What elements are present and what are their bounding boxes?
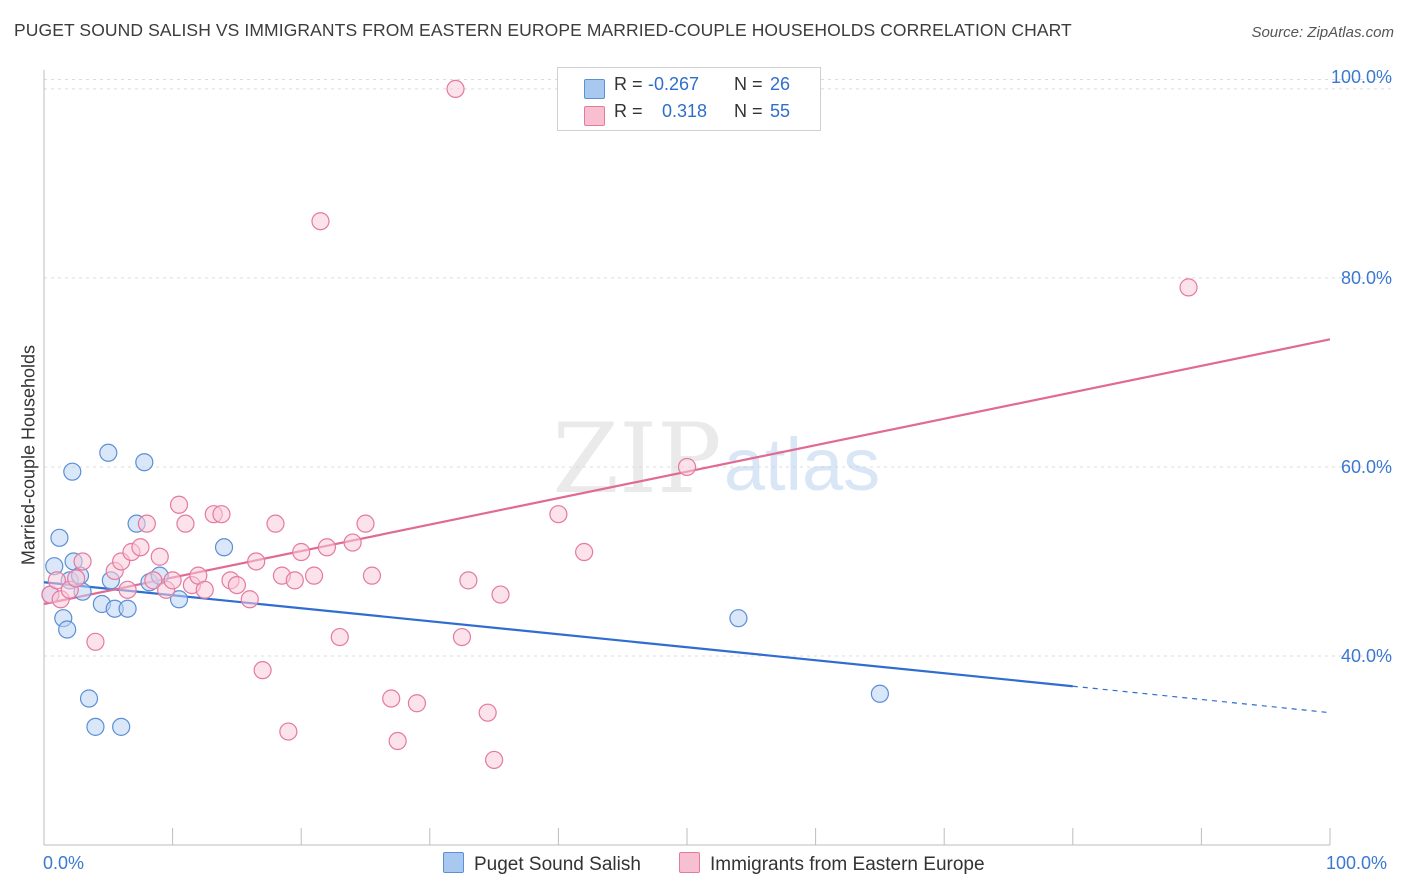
data-point: [150, 547, 169, 566]
series-legend-eastern-europe[interactable]: Immigrants from Eastern Europe: [679, 852, 985, 878]
legend-swatch-salish: [584, 79, 605, 99]
y-tick-label: 40.0%: [1341, 646, 1392, 666]
source-label: Source: ZipAtlas.com: [1251, 24, 1394, 41]
data-point: [356, 514, 375, 533]
data-point: [285, 571, 304, 590]
y-tick-label: 60.0%: [1341, 457, 1392, 477]
data-point: [118, 599, 137, 618]
y-tick-label: 100.0%: [1331, 67, 1392, 87]
data-point: [870, 684, 890, 703]
series-swatch-salish: [443, 852, 464, 873]
axes: [43, 70, 1331, 846]
data-point: [549, 505, 568, 524]
data-point: [362, 566, 382, 585]
data-point: [446, 79, 465, 99]
data-point: [279, 722, 298, 741]
data-point: [86, 632, 105, 651]
data-point: [266, 514, 285, 533]
data-point: [137, 514, 156, 533]
trend-line-0: [43, 581, 1073, 688]
legend-r-label: R =: [614, 74, 643, 94]
data-point: [253, 661, 272, 680]
data-point: [292, 542, 311, 562]
correlation-legend: R = -0.267 N = 26 R = 0.318 N = 55: [557, 67, 821, 131]
data-point: [485, 750, 504, 770]
legend-n-value: 55: [770, 101, 791, 121]
x-tick-label-min: 0.0%: [43, 853, 85, 873]
data-point: [343, 533, 362, 552]
data-point: [169, 495, 189, 514]
data-point: [1179, 278, 1198, 297]
data-point: [99, 443, 118, 462]
series-swatch-eastern-europe: [679, 852, 700, 873]
data-point: [163, 571, 182, 590]
data-point: [478, 703, 497, 722]
data-point: [73, 552, 92, 571]
legend-n-value: 26: [770, 74, 791, 94]
series-points-1: [41, 79, 1198, 770]
data-point: [247, 552, 266, 571]
data-point: [311, 212, 330, 231]
data-point: [86, 717, 105, 736]
data-point: [491, 585, 510, 604]
data-point: [240, 590, 259, 609]
legend-row-salish: R = -0.267 N = 26: [558, 74, 820, 102]
data-point: [317, 538, 337, 557]
data-points: [41, 79, 1198, 770]
data-point: [459, 571, 478, 590]
y-axis-label: Married-couple Households: [18, 344, 39, 566]
data-point: [452, 627, 472, 647]
data-point: [131, 538, 150, 557]
legend-n-label: N =: [734, 74, 763, 94]
data-point: [135, 453, 154, 472]
data-point: [214, 538, 234, 557]
data-point: [67, 569, 86, 588]
data-point: [304, 566, 324, 585]
watermark: ZIP atlas: [552, 403, 880, 515]
legend-r-label: R =: [614, 101, 643, 121]
series-label-salish: Puget Sound Salish: [474, 854, 641, 875]
data-point: [50, 528, 69, 547]
data-point: [382, 689, 401, 708]
data-point: [388, 731, 407, 751]
series-label-eastern-europe: Immigrants from Eastern Europe: [710, 854, 985, 875]
data-point: [63, 462, 82, 481]
y-tick-label: 80.0%: [1341, 268, 1392, 288]
data-point: [79, 689, 99, 708]
watermark-zip: ZIP: [552, 403, 721, 515]
legend-r-value: 0.318: [662, 101, 708, 121]
data-point: [47, 571, 66, 590]
data-point: [330, 627, 349, 647]
legend-r-value: -0.267: [648, 74, 700, 94]
series-legend-salish[interactable]: Puget Sound Salish: [443, 852, 641, 878]
data-point: [212, 505, 231, 524]
y-tick-labels: 40.0% 60.0% 80.0% 100.0%: [1331, 67, 1392, 666]
data-point: [118, 580, 137, 599]
data-point: [729, 609, 748, 628]
data-point: [144, 571, 163, 590]
data-point: [58, 620, 77, 639]
legend-row-eastern-europe: R = 0.318 N = 55: [558, 101, 820, 129]
legend-n-label: N =: [734, 101, 763, 121]
trend-line-extension-0: [1072, 685, 1331, 714]
trend-lines: [43, 338, 1331, 714]
x-tick-label-max: 100.0%: [1326, 853, 1388, 873]
data-point: [176, 514, 195, 533]
legend-swatch-eastern-europe: [584, 106, 605, 126]
data-point: [112, 717, 131, 736]
watermark-atlas: atlas: [724, 423, 880, 506]
data-point: [227, 575, 246, 595]
data-point: [575, 542, 594, 562]
data-point: [169, 590, 189, 609]
chart-title: PUGET SOUND SALISH VS IMMIGRANTS FROM EA…: [14, 20, 1072, 40]
data-point: [677, 457, 697, 477]
data-point: [407, 694, 427, 713]
data-point: [195, 580, 214, 599]
